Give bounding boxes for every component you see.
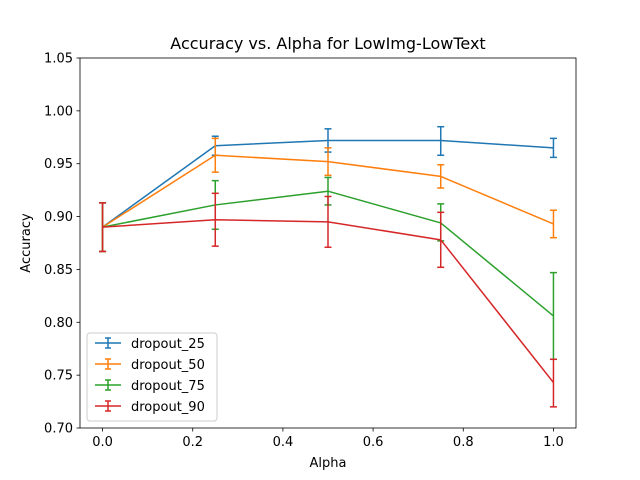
legend-box bbox=[86, 332, 218, 422]
y-tick-label: 0.75 bbox=[44, 369, 73, 384]
x-tick-label: 0.6 bbox=[363, 435, 384, 450]
y-tick-label: 0.95 bbox=[44, 157, 73, 172]
y-tick-label: 1.05 bbox=[44, 52, 73, 67]
x-tick-label: 0.8 bbox=[453, 435, 474, 450]
x-axis-label: Alpha bbox=[310, 456, 347, 471]
y-tick-label: 0.85 bbox=[44, 263, 73, 278]
series-line-dropout_50 bbox=[102, 154, 554, 228]
chart-title: Accuracy vs. Alpha for LowImg-LowText bbox=[170, 34, 485, 53]
legend-label-dropout_50: dropout_50 bbox=[131, 358, 205, 373]
series-line-dropout_25 bbox=[102, 139, 554, 228]
legend-label-dropout_25: dropout_25 bbox=[131, 337, 205, 352]
x-tick-label: 0.2 bbox=[182, 435, 203, 450]
plot-area: 0.0 0.2 0.4 0.6 0.8 1.0 0.70 0.75 0.80 0.85 0.90 0.… bbox=[44, 52, 577, 450]
legend-label-dropout_75: dropout_75 bbox=[131, 379, 205, 394]
legend-label-dropout_90: dropout_90 bbox=[131, 400, 205, 415]
x-tick-label: 1.0 bbox=[543, 435, 564, 450]
x-tick-label: 0.4 bbox=[273, 435, 294, 450]
y-tick-label: 0.90 bbox=[44, 210, 73, 225]
y-axis-label: Accuracy bbox=[19, 213, 34, 273]
x-tick-label: 0.0 bbox=[92, 435, 113, 450]
y-tick-label: 0.80 bbox=[44, 316, 73, 331]
series-line-dropout_75 bbox=[102, 190, 554, 317]
axes-frame bbox=[79, 57, 577, 429]
series-line-dropout_90 bbox=[102, 218, 555, 384]
y-tick-label: 0.70 bbox=[44, 422, 73, 437]
y-tick-label: 1.00 bbox=[44, 104, 73, 119]
